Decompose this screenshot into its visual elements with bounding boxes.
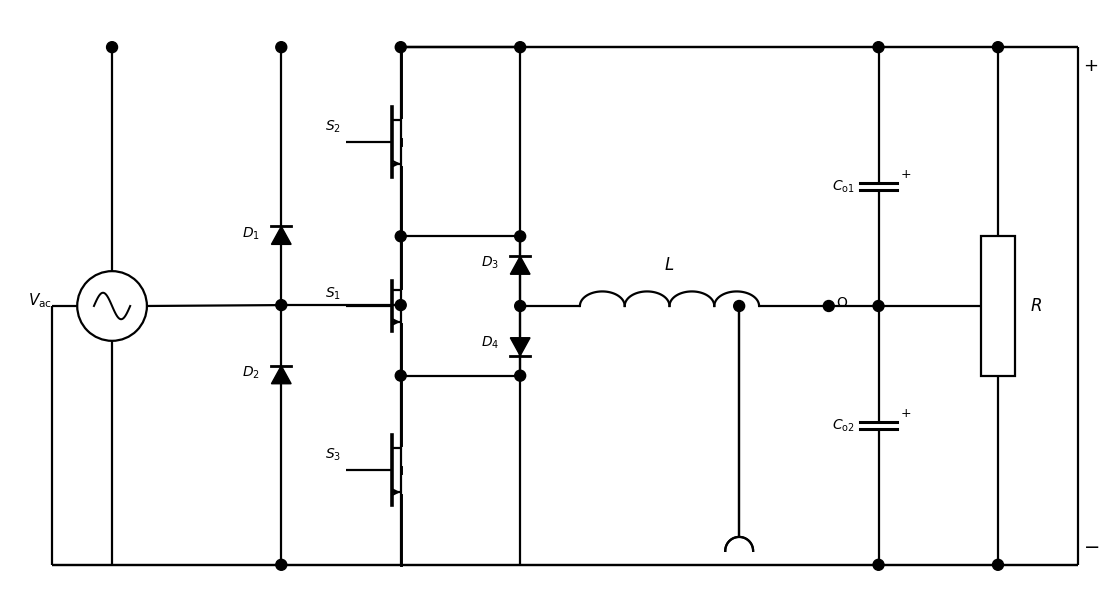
Text: $L$: $L$ [664, 256, 674, 274]
Text: $V_{\mathrm{ac}}$: $V_{\mathrm{ac}}$ [28, 291, 53, 310]
Text: $+$: $+$ [900, 168, 912, 181]
Circle shape [515, 370, 525, 381]
Circle shape [515, 301, 525, 311]
Polygon shape [271, 227, 291, 244]
Text: $C_{\mathrm{o2}}$: $C_{\mathrm{o2}}$ [832, 418, 855, 434]
Polygon shape [271, 366, 291, 384]
Circle shape [515, 42, 525, 53]
Text: $+$: $+$ [900, 407, 912, 420]
Circle shape [395, 231, 407, 242]
Circle shape [734, 301, 745, 311]
Polygon shape [511, 338, 530, 356]
Circle shape [276, 559, 287, 570]
Circle shape [823, 301, 834, 311]
Circle shape [874, 559, 884, 570]
Text: $S_2$: $S_2$ [325, 119, 340, 135]
Circle shape [395, 42, 407, 53]
Polygon shape [511, 256, 530, 275]
Circle shape [992, 559, 1004, 570]
Text: $S_3$: $S_3$ [325, 447, 340, 464]
Circle shape [515, 231, 525, 242]
Text: $+$: $+$ [1083, 57, 1098, 75]
Text: $D_1$: $D_1$ [242, 225, 260, 242]
Circle shape [276, 42, 287, 53]
Text: $D_4$: $D_4$ [482, 335, 500, 351]
Circle shape [992, 42, 1004, 53]
Text: $R$: $R$ [1029, 297, 1042, 315]
Text: $-$: $-$ [1083, 536, 1099, 555]
Text: O: O [837, 296, 848, 310]
Text: $C_{\mathrm{o1}}$: $C_{\mathrm{o1}}$ [832, 178, 855, 195]
Circle shape [395, 299, 407, 310]
Circle shape [395, 370, 407, 381]
Circle shape [874, 301, 884, 311]
Circle shape [276, 299, 287, 310]
Circle shape [106, 42, 118, 53]
Bar [981, 236, 1016, 376]
Text: $D_2$: $D_2$ [242, 364, 260, 381]
Text: $D_3$: $D_3$ [482, 255, 500, 271]
Circle shape [874, 42, 884, 53]
Text: $S_1$: $S_1$ [325, 286, 340, 302]
